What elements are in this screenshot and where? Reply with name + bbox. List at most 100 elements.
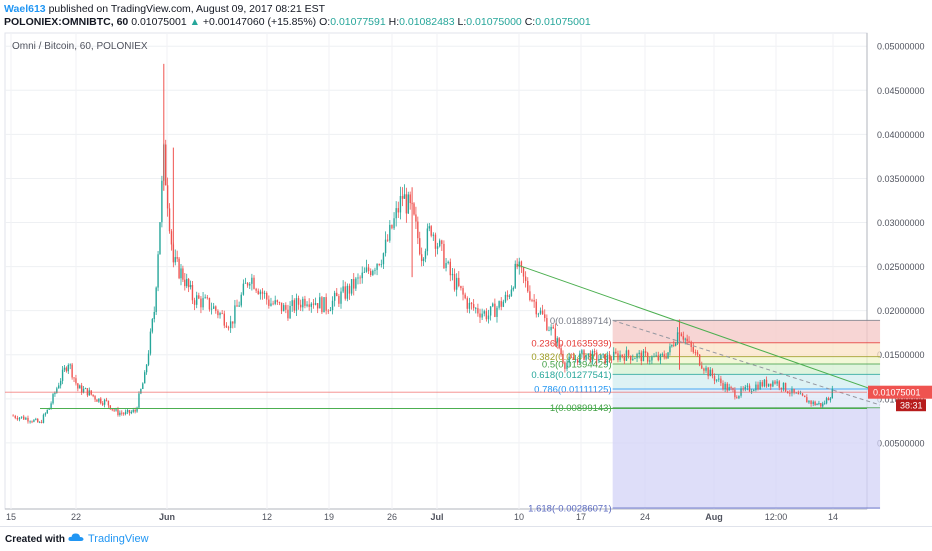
fib-level-label: 0.5(0.01394429) xyxy=(542,360,612,371)
candle-body xyxy=(655,355,657,357)
x-tick-label: 15 xyxy=(6,512,16,522)
y-tick-label: 0.01500000 xyxy=(877,350,925,360)
candle-body xyxy=(100,398,102,404)
candle-body xyxy=(287,309,289,319)
candle-body xyxy=(365,267,368,272)
fib-level-label: 1.618(-0.00286071) xyxy=(528,504,611,515)
candle-body xyxy=(715,379,718,381)
candle-body xyxy=(816,404,818,406)
candle-body xyxy=(742,388,744,390)
candle-body xyxy=(191,284,194,301)
candle-body xyxy=(533,299,535,302)
candle-body xyxy=(477,308,479,314)
candle-body xyxy=(266,293,268,300)
candle-body xyxy=(684,338,686,340)
candle-body xyxy=(380,264,383,266)
candle-body xyxy=(195,295,198,305)
candle-body xyxy=(236,305,238,307)
candle-body xyxy=(261,291,264,294)
candle-body xyxy=(168,208,171,232)
candle-body xyxy=(202,298,204,308)
candle-body xyxy=(483,311,485,314)
candle-body xyxy=(263,293,266,294)
candle-body xyxy=(157,254,159,288)
candle-body xyxy=(438,240,441,247)
candle-body xyxy=(232,321,234,324)
candle-body xyxy=(29,421,31,423)
candle-body xyxy=(336,292,338,297)
candle-body xyxy=(147,353,150,365)
candle-body xyxy=(554,328,557,343)
candle-body xyxy=(610,359,613,361)
tradingview-brand[interactable]: TradingView xyxy=(68,532,149,545)
candle-body xyxy=(615,351,617,354)
candle-body xyxy=(722,383,724,390)
candle-body xyxy=(215,306,217,311)
candle-body xyxy=(166,185,169,209)
candle-body xyxy=(487,315,490,320)
candle-body xyxy=(424,251,427,259)
candle-body xyxy=(229,321,232,329)
candle-body xyxy=(770,383,772,387)
candle-body xyxy=(814,401,816,406)
candle-body xyxy=(40,421,43,423)
candle-body xyxy=(589,353,592,362)
candle-body xyxy=(363,271,366,273)
candle-body xyxy=(694,352,697,353)
y-tick-label: 0.02000000 xyxy=(877,306,925,316)
candle-body xyxy=(405,194,408,214)
candle-body xyxy=(591,351,594,362)
candle-body xyxy=(327,310,329,312)
candle-body xyxy=(430,226,432,236)
candle-body xyxy=(291,300,293,306)
candle-body xyxy=(426,228,429,252)
y-tick-label: 0.03500000 xyxy=(877,174,925,184)
candle-body xyxy=(370,271,372,275)
publish-line: Wael613 published on TradingView.com, Au… xyxy=(4,3,325,15)
candle-body xyxy=(506,294,509,297)
candle-body xyxy=(198,295,200,299)
candle-body xyxy=(782,382,785,390)
candle-body xyxy=(350,279,353,294)
candle-body xyxy=(121,412,123,414)
candle-body xyxy=(829,398,832,401)
candle-body xyxy=(812,401,814,404)
candle-body xyxy=(142,383,144,389)
candle-body xyxy=(613,351,615,360)
candle-body xyxy=(193,300,196,305)
candle-body xyxy=(649,360,651,362)
candle-body xyxy=(560,348,562,354)
candle-body xyxy=(659,354,662,361)
candle-body xyxy=(38,421,41,423)
x-tick-label: 14 xyxy=(828,512,838,522)
candle-body xyxy=(705,367,707,371)
candle-body xyxy=(763,379,766,387)
candle-body xyxy=(182,268,184,280)
candle-body xyxy=(441,240,443,244)
candle-body xyxy=(186,278,188,287)
symbol-name[interactable]: POLONIEX:OMNIBTC, 60 xyxy=(4,16,129,28)
price-chart[interactable]: 0.05000000 0.04500000 0.04000000 0.03500000… xyxy=(0,0,932,526)
candle-body xyxy=(602,354,604,355)
candle-body xyxy=(579,353,581,363)
candle-body xyxy=(244,282,247,284)
fib-zone xyxy=(612,320,881,343)
candle-body xyxy=(640,352,642,362)
candle-body xyxy=(453,273,456,290)
candle-body xyxy=(111,409,113,411)
candle-body xyxy=(88,390,91,396)
y-tick-label: 0.02500000 xyxy=(877,262,925,272)
candle-body xyxy=(50,403,52,408)
fib-level-label: 0(0.01889714) xyxy=(550,316,612,327)
candle-body xyxy=(140,388,142,394)
candle-body xyxy=(820,403,822,407)
candle-body xyxy=(680,333,683,337)
candle-body xyxy=(227,327,230,329)
candle-body xyxy=(297,298,300,305)
candle-body xyxy=(109,405,112,410)
candle-body xyxy=(255,288,257,291)
x-tick-label: 26 xyxy=(387,512,397,522)
open-label: O: xyxy=(319,16,331,28)
author-link[interactable]: Wael613 xyxy=(4,3,46,15)
candle-body xyxy=(151,319,154,332)
